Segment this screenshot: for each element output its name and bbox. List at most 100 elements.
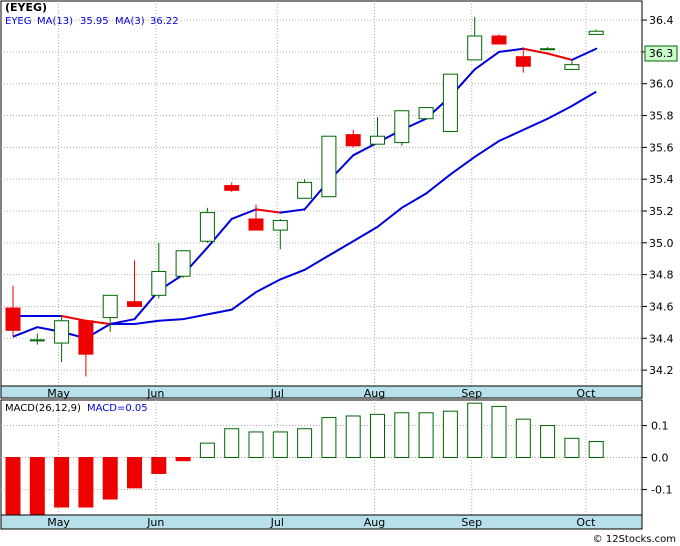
price-y-tick-label: 34.6 <box>649 300 674 313</box>
price-x-tick-label: May <box>47 387 70 400</box>
candle-body <box>5 307 21 331</box>
macd-x-axis-labels: May Jun Jul Aug Sep Oct <box>47 516 596 529</box>
macd-bars <box>5 402 604 516</box>
macd-title: MACD(26,12,9) <box>5 403 81 414</box>
price-y-tick-label: 36.0 <box>649 78 674 91</box>
last-price-badge-box <box>644 45 678 62</box>
macd-bar <box>442 410 458 458</box>
candle-body <box>297 181 313 199</box>
candle-body <box>370 135 385 145</box>
price-gridlines <box>1 1 642 386</box>
price-x-axis-labels: May Jun Jul Aug Sep Oct <box>47 387 596 400</box>
candle-body <box>467 35 483 61</box>
price-y-tick-label: 34.4 <box>649 332 674 345</box>
ma3-legend-label: MA(3) <box>115 16 145 27</box>
price-panel: 36.436.236.035.835.635.435.235.034.834.6… <box>0 0 678 400</box>
ma3-segment <box>255 208 282 214</box>
macd-bar <box>5 457 21 516</box>
candle <box>29 333 45 345</box>
macd-y-axis: 0.1 0.0 -0.1 <box>642 420 672 496</box>
candle <box>78 320 94 377</box>
price-y-tick-label: 36.4 <box>649 14 674 27</box>
macd-x-tick-label: May <box>47 516 70 529</box>
candle-body <box>248 218 264 231</box>
macd-bar <box>515 418 531 458</box>
ma3-segment <box>60 315 87 322</box>
candle <box>491 34 507 45</box>
price-x-axis-band <box>0 385 643 399</box>
ma3-segment <box>498 47 525 53</box>
macd-bar <box>491 405 507 458</box>
ma3-segment <box>109 318 136 325</box>
candle <box>199 207 215 243</box>
copyright-footer: © 12Stocks.com <box>593 534 676 545</box>
candles <box>5 16 604 377</box>
candle-body <box>515 56 531 67</box>
candle-body <box>442 73 458 132</box>
macd-bar <box>102 457 118 500</box>
candle <box>175 250 191 278</box>
ma3-segment <box>546 52 573 61</box>
macd-bar <box>54 457 70 508</box>
ma3-segment <box>473 50 500 71</box>
price-y-tick-label: 35.2 <box>649 205 674 218</box>
price-y-tick-label: 35.8 <box>649 110 674 123</box>
macd-bar <box>224 428 240 458</box>
macd-bar <box>78 457 94 508</box>
ma3-segment <box>522 47 549 55</box>
macd-x-tick-label: Jul <box>270 516 284 529</box>
price-x-tick-label: Oct <box>576 387 596 400</box>
candle-body <box>564 64 580 70</box>
candle <box>442 73 458 132</box>
candle <box>564 61 580 70</box>
candle <box>345 129 361 148</box>
macd-y-tick-label: 0.1 <box>651 420 669 433</box>
candle <box>321 135 337 198</box>
macd-bar <box>370 413 385 458</box>
candle <box>151 242 167 299</box>
candle-body <box>394 110 410 144</box>
candle-body <box>199 212 215 242</box>
ma13-legend-label: MA(13) <box>37 16 73 27</box>
ma3-segment <box>570 47 598 61</box>
price-y-tick-label: 35.4 <box>649 173 674 186</box>
macd-x-tick-label: Sep <box>461 516 482 529</box>
candle <box>102 294 118 332</box>
price-x-tick-label: Jun <box>146 387 164 400</box>
price-x-tick-label: Sep <box>461 387 482 400</box>
candle <box>297 179 313 199</box>
candle-body <box>175 250 191 277</box>
macd-bar <box>540 425 556 458</box>
macd-bar <box>394 412 410 458</box>
candle <box>515 47 531 73</box>
ma3-segment <box>230 208 257 220</box>
ma3-segment <box>279 208 306 214</box>
candle-body <box>151 270 167 296</box>
candle-body <box>102 294 118 319</box>
candle <box>272 218 288 250</box>
candle-body <box>540 48 556 51</box>
macd-x-tick-label: Aug <box>364 516 385 529</box>
candle-body <box>78 320 94 355</box>
macd-x-tick-label: Jun <box>146 516 164 529</box>
candle-body <box>272 220 288 231</box>
price-x-tick-label: Jul <box>270 387 284 400</box>
macd-x-axis-band <box>0 514 643 530</box>
macd-bar <box>588 441 604 458</box>
macd-y-tick-label: -0.1 <box>651 483 672 496</box>
candle-body <box>224 185 240 191</box>
candle <box>127 260 142 307</box>
macd-bar <box>127 457 142 489</box>
candle-body <box>345 134 361 147</box>
macd-bar <box>418 412 434 458</box>
macd-bar <box>151 457 167 474</box>
candle-body <box>321 135 337 198</box>
candle <box>248 204 264 231</box>
price-y-tick-label: 35.6 <box>649 141 674 154</box>
macd-panel: 0.1 0.0 -0.1 MACD(26,12,9) MACD=0.05 May Ju… <box>0 399 672 530</box>
price-y-tick-label: 34.2 <box>649 364 674 377</box>
candle <box>5 285 21 337</box>
macd-bar <box>272 431 288 459</box>
macd-y-tick-label: 0.0 <box>651 452 669 465</box>
